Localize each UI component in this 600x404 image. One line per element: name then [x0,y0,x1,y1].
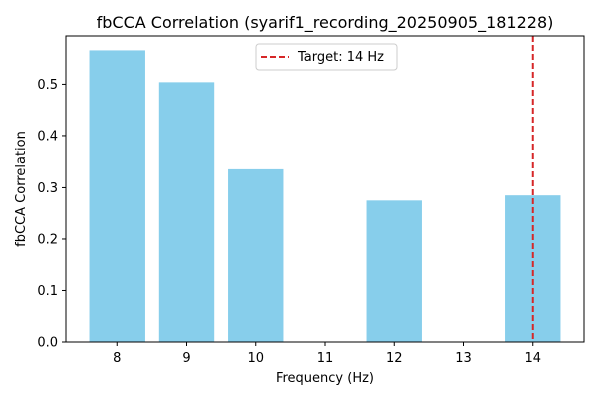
legend-box [255,43,398,71]
y-tick-label: 0.2 [37,232,58,247]
y-tick-label: 0.4 [37,129,58,144]
chart-title: fbCCA Correlation (syarif1_recording_202… [97,13,554,33]
y-axis-label: fbCCA Correlation [14,131,29,247]
bar-9hz [158,82,215,343]
x-tick-label: 11 [317,351,334,366]
y-tick-label: 0.0 [37,336,58,351]
x-tick-label: 13 [455,351,472,366]
y-axis-ticks: 0.0 0.1 0.2 0.3 0.4 0.5 [37,78,66,351]
bar-12hz [366,200,422,342]
legend-entry-target: Target: 14 Hz [297,50,384,65]
y-tick-label: 0.1 [37,284,58,299]
legend: Target: 14 Hz [255,43,398,71]
bars-layer [89,50,561,343]
bar-8hz [89,50,145,343]
y-tick-label: 0.5 [37,78,58,93]
bar-10hz [228,168,284,342]
x-axis-ticks: 8 9 10 11 12 13 14 [113,342,541,366]
x-tick-label: 9 [182,351,190,366]
x-tick-label: 8 [113,351,121,366]
x-axis-label: Frequency (Hz) [276,371,374,386]
x-tick-label: 10 [247,351,264,366]
x-tick-label: 12 [386,351,403,366]
y-tick-label: 0.3 [37,181,58,196]
x-tick-label: 14 [524,351,541,366]
